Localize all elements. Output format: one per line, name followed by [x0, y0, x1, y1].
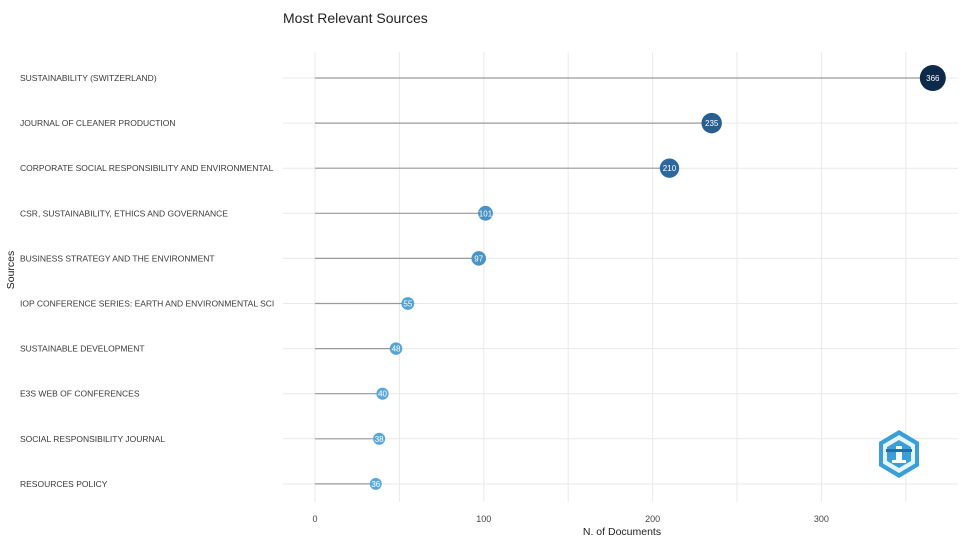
lollipop-point: [478, 205, 493, 221]
data-label: 40: [378, 390, 387, 399]
data-label: 38: [375, 435, 384, 444]
lollipop-point: [401, 297, 415, 310]
lollipop-point: [659, 158, 680, 178]
x-axis-label: N. of Documents: [583, 526, 661, 538]
x-tick-label: 0: [312, 514, 317, 524]
lollipop-point: [373, 432, 386, 445]
data-label: 48: [392, 345, 401, 354]
data-label: 366: [926, 74, 940, 83]
data-label: 235: [705, 119, 719, 128]
stem-layer: [315, 77, 933, 485]
data-label: 210: [663, 164, 677, 173]
y-tick-label: CSR, SUSTAINABILITY, ETHICS AND GOVERNAN…: [20, 208, 228, 218]
points-layer: 366 235 210 101 97 55 48 40 38 36: [369, 65, 946, 490]
data-label: 101: [479, 209, 493, 218]
y-tick-label: SUSTAINABILITY (SWITZERLAND): [20, 73, 157, 83]
y-tick-label: RESOURCES POLICY: [20, 479, 108, 489]
y-tick-label: JOURNAL OF CLEANER PRODUCTION: [20, 118, 176, 128]
lollipop-point: [701, 112, 722, 134]
data-label: 97: [474, 254, 483, 263]
y-axis-label: Sources: [5, 251, 17, 290]
lollipop-point: [369, 477, 382, 490]
data-label: 55: [403, 300, 412, 309]
lollipop-point: [389, 342, 403, 355]
grid-layer: [283, 52, 958, 502]
lollipop-point: [376, 387, 389, 400]
x-tick-label: 200: [645, 514, 660, 524]
x-tick-labels: 0 100 200 300: [312, 514, 828, 524]
y-tick-label: SOCIAL RESPONSIBILITY JOURNAL: [20, 434, 165, 444]
bibliometrix-logo-icon: [879, 430, 919, 478]
y-tick-label: IOP CONFERENCE SERIES: EARTH AND ENVIRON…: [20, 299, 274, 309]
lollipop-point: [471, 251, 487, 266]
y-tick-label: CORPORATE SOCIAL RESPONSIBILITY AND ENVI…: [20, 163, 274, 173]
y-tick-label: E3S WEB OF CONFERENCES: [20, 389, 140, 399]
y-tick-label: BUSINESS STRATEGY AND THE ENVIRONMENT: [20, 253, 215, 263]
y-tick-labels: SUSTAINABILITY (SWITZERLAND) JOURNAL OF C…: [20, 73, 274, 489]
x-tick-label: 100: [476, 514, 491, 524]
data-label: 36: [371, 480, 380, 489]
lollipop-point: [919, 65, 946, 91]
y-tick-label: SUSTAINABLE DEVELOPMENT: [20, 344, 145, 354]
x-tick-label: 300: [814, 514, 829, 524]
chart-title: Most Relevant Sources: [283, 10, 428, 26]
